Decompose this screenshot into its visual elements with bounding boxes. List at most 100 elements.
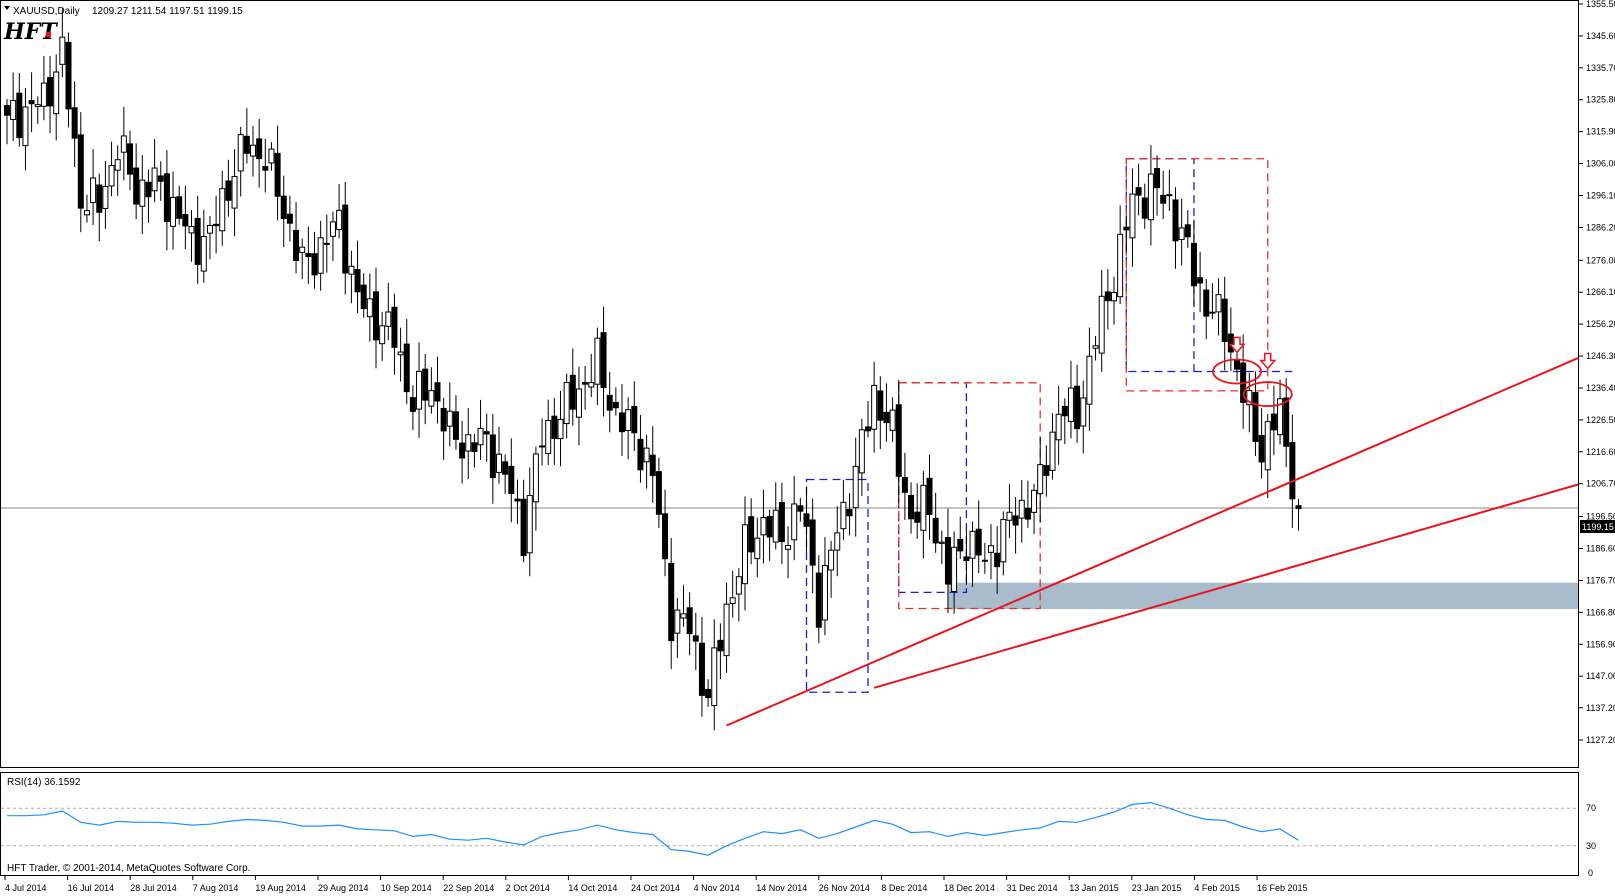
candle-body	[108, 165, 115, 187]
date-label: 14 Nov 2014	[756, 883, 807, 893]
candle-body	[1092, 345, 1099, 349]
logo-dot	[46, 32, 51, 37]
candle-body	[163, 173, 170, 223]
candle-body	[1024, 507, 1031, 520]
candle-body	[1147, 173, 1154, 221]
dropdown-triangle-icon[interactable]	[4, 6, 10, 10]
candle-body	[416, 370, 423, 410]
price-label: 1147.00	[1586, 671, 1615, 681]
candle-body	[4, 105, 10, 116]
price-label: 1306.00	[1586, 159, 1615, 169]
candle-body	[379, 325, 386, 345]
candle-body	[1160, 194, 1167, 204]
candle-body	[1049, 431, 1056, 471]
rsi-label: RSI(14) 36.1592	[7, 777, 81, 788]
candle-body	[206, 224, 213, 234]
candle-body	[151, 167, 158, 192]
date-label: 29 Aug 2014	[318, 883, 369, 893]
candle-body	[305, 253, 312, 258]
date-label: 4 Jul 2014	[5, 883, 47, 893]
candle-body	[649, 454, 656, 476]
price-label: 1216.60	[1586, 447, 1615, 457]
candle-body	[397, 351, 404, 356]
candle-body	[459, 442, 466, 459]
candle-body	[957, 538, 964, 552]
candle-body	[1031, 489, 1038, 513]
candle-body	[526, 495, 533, 554]
candle-body	[452, 411, 459, 440]
candle-body	[723, 603, 730, 657]
candle-body	[766, 515, 773, 538]
date-label: 4 Nov 2014	[694, 883, 740, 893]
candle-body	[852, 465, 859, 509]
candle-body	[34, 104, 41, 107]
candle-body	[625, 409, 632, 431]
candle-body	[1172, 199, 1179, 242]
candle-body	[588, 382, 595, 388]
candle-body	[237, 134, 244, 172]
candle-body	[889, 409, 896, 431]
candle-body	[994, 552, 1001, 568]
candle-body	[194, 217, 201, 265]
candle-body	[532, 453, 539, 503]
candle-body	[323, 242, 330, 245]
candle-body	[582, 382, 589, 385]
date-label: 18 Dec 2014	[944, 883, 995, 893]
candle-body	[1197, 277, 1204, 284]
candle-body	[250, 144, 256, 157]
price-label: 1166.80	[1586, 607, 1615, 617]
candle-body	[1234, 359, 1240, 370]
candle-body	[612, 401, 619, 409]
price-label: 1266.10	[1586, 287, 1615, 297]
candle-body	[446, 410, 453, 427]
candle-body	[1154, 168, 1161, 189]
main-chart-frame	[0, 0, 1579, 768]
date-label: 7 Aug 2014	[193, 883, 239, 893]
candle-body	[1074, 385, 1081, 430]
candle-body	[551, 415, 558, 440]
candle-body	[133, 167, 140, 205]
candle-body	[1141, 197, 1148, 219]
price-label: 1335.70	[1586, 63, 1615, 73]
candle-body	[988, 545, 994, 553]
date-label: 24 Oct 2014	[631, 883, 680, 893]
candle-body	[901, 477, 908, 493]
candle-body	[59, 36, 66, 65]
candle-body	[40, 82, 47, 107]
candle-body	[268, 148, 275, 164]
candle-body	[778, 502, 785, 542]
candle-body	[975, 528, 982, 556]
candle-body	[1129, 193, 1136, 239]
candle-body	[951, 546, 958, 592]
candle-body	[563, 382, 570, 425]
candle-body	[231, 176, 238, 209]
candle-body	[1246, 390, 1253, 406]
down-arrow-icon	[1228, 336, 1246, 354]
candle-body	[200, 235, 207, 272]
candle-body	[170, 196, 177, 227]
candle-body	[1117, 233, 1124, 298]
trendlines	[726, 357, 1579, 727]
candle-body	[1209, 311, 1216, 314]
candle-body	[1067, 387, 1074, 422]
candle-body	[932, 517, 939, 544]
candle-body	[1098, 295, 1105, 354]
candle-body	[293, 229, 300, 261]
date-label: 10 Sep 2014	[381, 883, 432, 893]
rsi-frame	[0, 772, 1579, 876]
current-price-tag	[1580, 520, 1615, 533]
price-label: 1137.20	[1586, 703, 1615, 713]
candle-body	[280, 195, 287, 219]
copyright-text: HFT Trader, © 2001-2014, MetaQuotes Soft…	[7, 863, 250, 874]
candle-body	[213, 223, 220, 227]
date-label: 26 Nov 2014	[819, 883, 870, 893]
candle-body	[698, 642, 705, 696]
candle-body	[188, 225, 195, 234]
candle-body	[674, 609, 681, 634]
candle-body	[840, 501, 847, 530]
date-label: 22 Sep 2014	[443, 883, 494, 893]
candle-body	[65, 41, 72, 110]
candle-body	[748, 516, 755, 553]
candle-body	[489, 434, 496, 479]
